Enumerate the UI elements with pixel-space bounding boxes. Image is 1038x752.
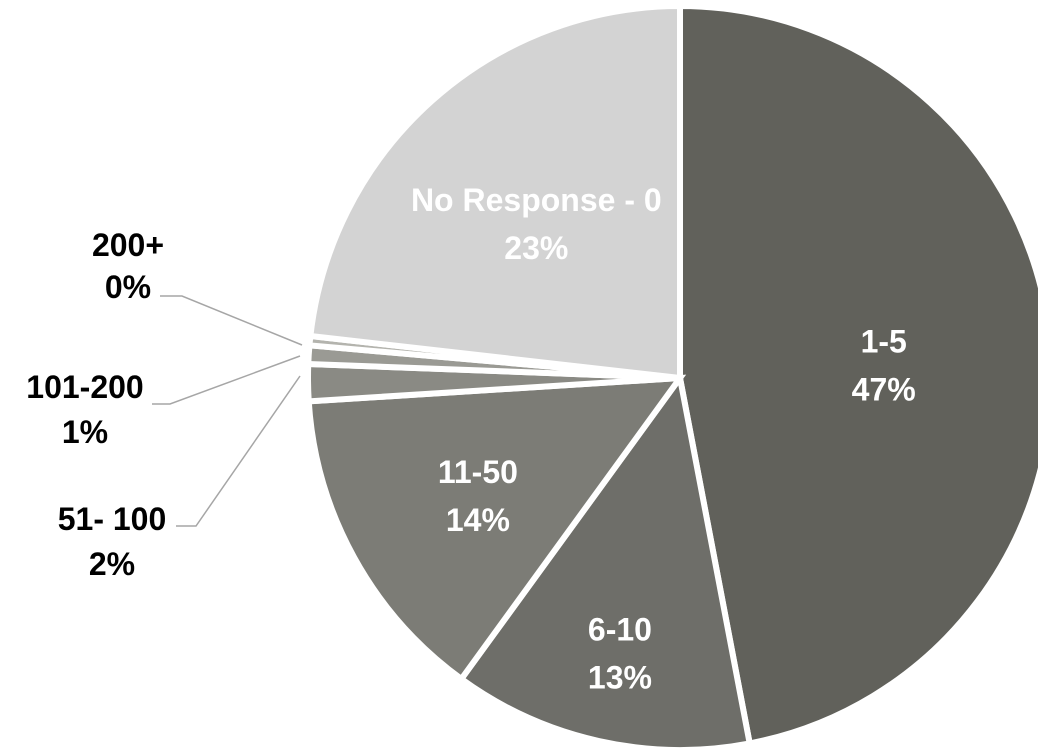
leader-line-200	[160, 295, 303, 346]
slice-label-1-5: 1-5	[861, 324, 907, 360]
pie-slice-no-response-0	[307, 2, 683, 382]
slice-percent-6-10: 13%	[588, 660, 652, 696]
leader-lines	[152, 295, 303, 527]
slice-percent-101-200: 1%	[62, 414, 108, 450]
pie-slice-6-10	[457, 370, 754, 752]
slice-label-11-50: 11-50	[438, 454, 518, 490]
leader-line-101-200	[152, 355, 301, 405]
pie-slice-11-50	[305, 374, 687, 684]
pie-slice-1-5	[677, 2, 1038, 747]
slice-percent-1-5: 47%	[852, 372, 916, 408]
slice-label-no-response-0: No Response - 0	[411, 182, 662, 218]
slice-percent-51-100: 2%	[89, 546, 135, 582]
pie-slices	[305, 2, 1038, 752]
slice-labels: 1-5 47% 6-10 13% 11-50 14% 51- 100 2% 101-200 1% 2…	[26, 182, 915, 696]
slice-percent-no-response-0: 23%	[504, 230, 568, 266]
slice-label-101-200: 101-200	[26, 369, 143, 405]
slice-label-51-100: 51- 100	[58, 501, 167, 537]
leader-line-51-100	[176, 375, 301, 527]
slice-percent-200: 0%	[105, 269, 151, 305]
slice-percent-11-50: 14%	[446, 502, 510, 538]
slice-label-200: 200+	[92, 227, 164, 263]
slice-label-6-10: 6-10	[588, 612, 652, 648]
